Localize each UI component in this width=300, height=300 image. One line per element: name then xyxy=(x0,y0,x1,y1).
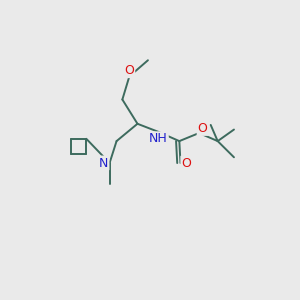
Text: O: O xyxy=(182,157,191,169)
Text: NH: NH xyxy=(149,132,168,145)
Text: N: N xyxy=(99,157,109,169)
Text: O: O xyxy=(124,64,134,77)
Text: O: O xyxy=(198,122,208,135)
